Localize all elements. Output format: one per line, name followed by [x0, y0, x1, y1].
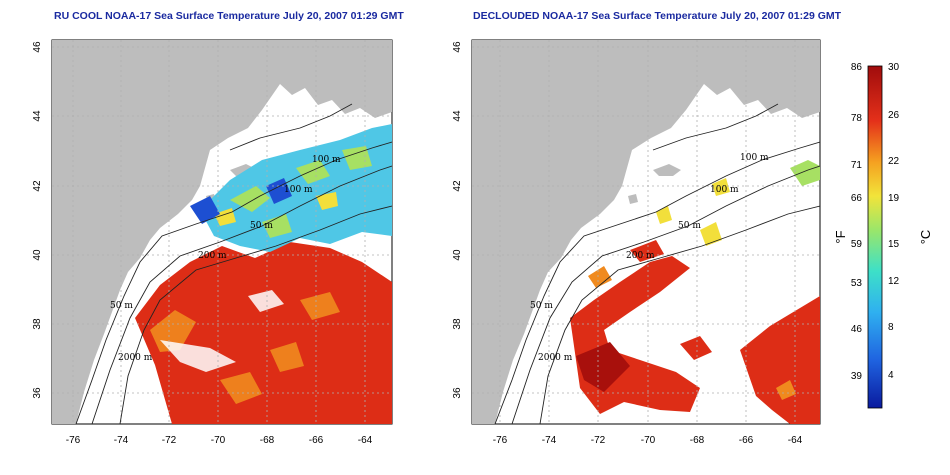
- lon-tick-label: -70: [211, 435, 226, 446]
- right-contour-label: 50 m: [678, 221, 701, 231]
- left-contour-label: 2000 m: [118, 353, 153, 363]
- left-contour-label: 100 m: [312, 155, 341, 165]
- lat-tick-label: 46: [452, 41, 463, 53]
- left-contour-labels: 100 m 100 m 50 m 200 m 50 m 2000 m: [110, 155, 341, 363]
- lat-tick-label: 40: [452, 249, 463, 261]
- left-panel-title: RU COOL NOAA-17 Sea Surface Temperature …: [54, 10, 404, 22]
- lon-tick-label: -70: [641, 435, 656, 446]
- right-contour-label: 100 m: [740, 153, 769, 163]
- left-map-panel: 100 m 100 m 50 m 200 m 50 m 2000 m -76 -…: [32, 39, 393, 446]
- colorbar-gradient: [867, 65, 883, 409]
- lon-tick-label: -66: [739, 435, 754, 446]
- lat-tick-label: 38: [452, 318, 463, 330]
- lat-tick-label: 42: [32, 180, 43, 192]
- left-lon-tick-labels: -76 -74 -72 -70 -68 -66 -64: [66, 435, 373, 446]
- lat-tick-label: 46: [32, 41, 43, 53]
- left-contour-label: 50 m: [250, 221, 273, 231]
- colorbar: 86 78 71 66 59 53 46 39 30 26 22 19 15 1…: [833, 62, 933, 409]
- f-tick-label: 66: [851, 193, 863, 204]
- colorbar-fahrenheit-ticks: 86 78 71 66 59 53 46 39: [851, 62, 863, 382]
- right-land-mass: [472, 40, 820, 424]
- celsius-unit-label: °C: [918, 230, 933, 245]
- lon-tick-label: -64: [358, 435, 373, 446]
- lon-tick-label: -76: [493, 435, 508, 446]
- right-lon-tick-labels: -76 -74 -72 -70 -68 -66 -64: [493, 435, 803, 446]
- lon-tick-label: -74: [542, 435, 557, 446]
- right-contour-label: 2000 m: [538, 353, 573, 363]
- left-lat-tick-labels: 46 44 42 40 38 36: [32, 41, 43, 399]
- left-sst-yellow-patches: [214, 192, 338, 226]
- left-bathymetry-contours: [75, 103, 392, 424]
- lon-tick-label: -72: [591, 435, 606, 446]
- left-gridlines: [52, 40, 392, 424]
- lon-tick-label: -74: [114, 435, 129, 446]
- lon-tick-label: -68: [260, 435, 275, 446]
- right-landmass-islands: [628, 164, 681, 204]
- right-map-panel: 100 m 100 m 50 m 200 m 50 m 2000 m -76 -…: [452, 39, 821, 446]
- lon-tick-label: -66: [309, 435, 324, 446]
- c-tick-label: 4: [888, 370, 894, 381]
- right-sst-green-patches: [790, 160, 820, 186]
- fahrenheit-unit-label: °F: [833, 230, 848, 243]
- right-contour-labels: 100 m 100 m 50 m 200 m 50 m 2000 m: [530, 153, 769, 363]
- f-tick-label: 71: [851, 160, 863, 171]
- lon-tick-label: -68: [690, 435, 705, 446]
- lon-tick-label: -72: [162, 435, 177, 446]
- c-tick-label: 8: [888, 322, 894, 333]
- c-tick-label: 26: [888, 110, 900, 121]
- lat-tick-label: 38: [32, 318, 43, 330]
- lat-tick-label: 44: [32, 110, 43, 122]
- right-sst-yellow-patches: [656, 178, 730, 246]
- lat-tick-label: 40: [32, 249, 43, 261]
- colorbar-celsius-ticks: 30 26 22 19 15 12 8 4: [888, 62, 900, 381]
- right-contour-label: 200 m: [626, 251, 655, 261]
- f-tick-label: 86: [851, 62, 863, 73]
- right-sst-warm-patches: [630, 240, 820, 424]
- f-tick-label: 39: [851, 371, 863, 382]
- left-sst-green-patches: [230, 146, 372, 238]
- f-tick-label: 53: [851, 278, 863, 289]
- right-bathymetry-contours: [494, 103, 820, 424]
- right-lat-tick-labels: 46 44 42 40 38 36: [452, 41, 463, 399]
- right-sst-dark-red-patch: [576, 342, 630, 392]
- lat-tick-label: 44: [452, 110, 463, 122]
- c-tick-label: 15: [888, 239, 900, 250]
- right-contour-label: 100 m: [710, 185, 739, 195]
- left-contour-label: 200 m: [198, 251, 227, 261]
- f-tick-label: 46: [851, 324, 863, 335]
- c-tick-label: 30: [888, 62, 900, 73]
- right-contour-label: 50 m: [530, 301, 553, 311]
- right-panel-title: DECLOUDED NOAA-17 Sea Surface Temperatur…: [473, 10, 842, 22]
- lat-tick-label: 36: [32, 387, 43, 399]
- c-tick-label: 22: [888, 156, 900, 167]
- left-contour-label: 100 m: [284, 185, 313, 195]
- f-tick-label: 59: [851, 239, 863, 250]
- c-tick-label: 12: [888, 276, 900, 287]
- left-sst-orange-patches: [150, 292, 340, 404]
- right-sst-orange-patches: [588, 266, 796, 400]
- lat-tick-label: 36: [452, 387, 463, 399]
- right-gridlines: [472, 40, 820, 424]
- left-sst-warm-field: [135, 242, 392, 424]
- lon-tick-label: -76: [66, 435, 81, 446]
- lat-tick-label: 42: [452, 180, 463, 192]
- f-tick-label: 78: [851, 113, 863, 124]
- left-land-mass: [52, 40, 392, 424]
- lon-tick-label: -64: [788, 435, 803, 446]
- c-tick-label: 19: [888, 193, 900, 204]
- left-sst-white-cloud: [160, 290, 284, 372]
- left-sst-blue-patches: [190, 178, 292, 224]
- left-contour-label: 50 m: [110, 301, 133, 311]
